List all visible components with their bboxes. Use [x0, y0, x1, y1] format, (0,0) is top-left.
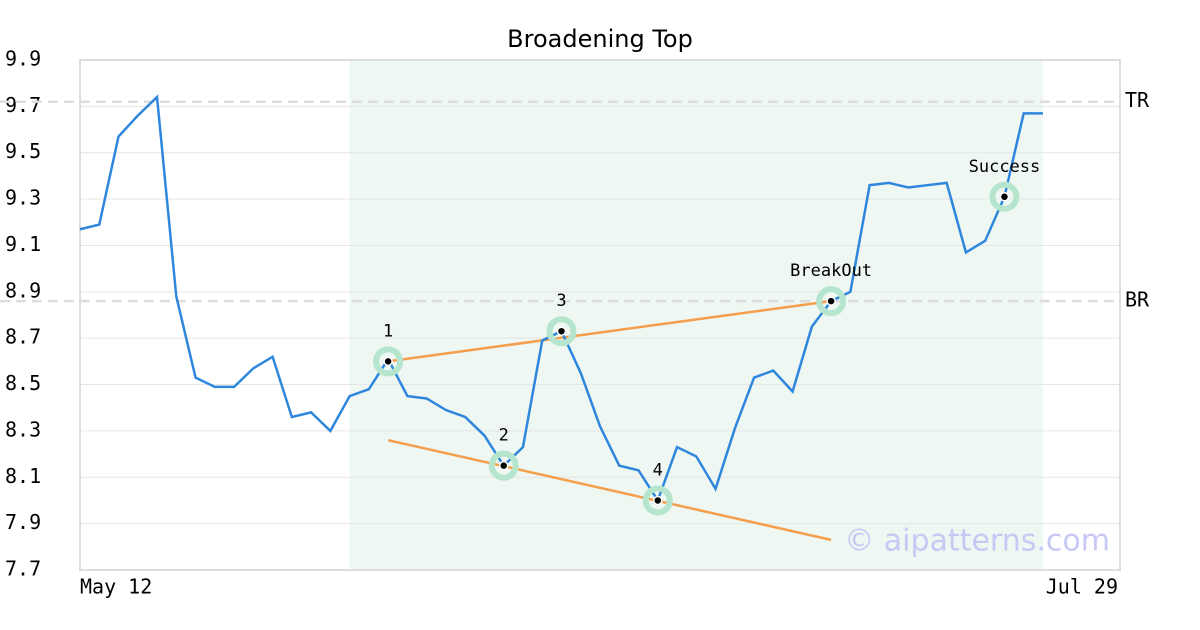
y-tick-label: 9.5	[5, 139, 41, 163]
y-tick-label: 8.5	[5, 371, 41, 395]
point-label: 2	[499, 426, 509, 446]
x-tick-label: Jul 29	[1046, 575, 1118, 599]
y-tick-label: 9.7	[5, 93, 41, 117]
y-tick-label: 8.9	[5, 278, 41, 302]
point-halo	[546, 316, 577, 347]
trend-line	[387, 299, 832, 363]
trend-line	[387, 438, 832, 542]
point-halo	[488, 450, 519, 481]
point-label: 1	[383, 321, 393, 341]
point-halo	[989, 181, 1020, 212]
y-tick-label: 8.7	[5, 325, 41, 349]
level-label: BR	[1125, 288, 1150, 312]
y-tick-label: 9.3	[5, 186, 41, 210]
point-label: 3	[556, 291, 566, 311]
y-tick-label: 9.1	[5, 232, 41, 256]
shaded-region	[349, 60, 1043, 570]
point-marker	[826, 296, 836, 306]
point-halo	[816, 286, 847, 317]
point-halo	[373, 346, 404, 377]
y-tick-label: 7.9	[5, 510, 41, 534]
point-marker	[383, 356, 393, 367]
y-tick-label: 8.1	[5, 464, 41, 488]
watermark: © aipatterns.com	[844, 524, 1110, 559]
point-label: BreakOut	[790, 261, 872, 281]
y-tick-label: 9.9	[5, 47, 41, 71]
point-marker	[498, 460, 509, 471]
point-marker	[556, 326, 567, 336]
point-marker	[999, 192, 1010, 202]
level-label: TR	[1125, 88, 1150, 112]
point-marker	[653, 495, 663, 506]
y-tick-label: 7.7	[5, 557, 41, 581]
point-halo	[642, 485, 673, 516]
plot-frame	[79, 59, 1121, 571]
point-label: Success	[969, 157, 1041, 177]
y-tick-label: 8.3	[5, 417, 41, 441]
x-tick-label: May 12	[80, 575, 152, 599]
point-label: 4	[653, 460, 663, 480]
chart-title: Broadening Top	[507, 25, 693, 53]
